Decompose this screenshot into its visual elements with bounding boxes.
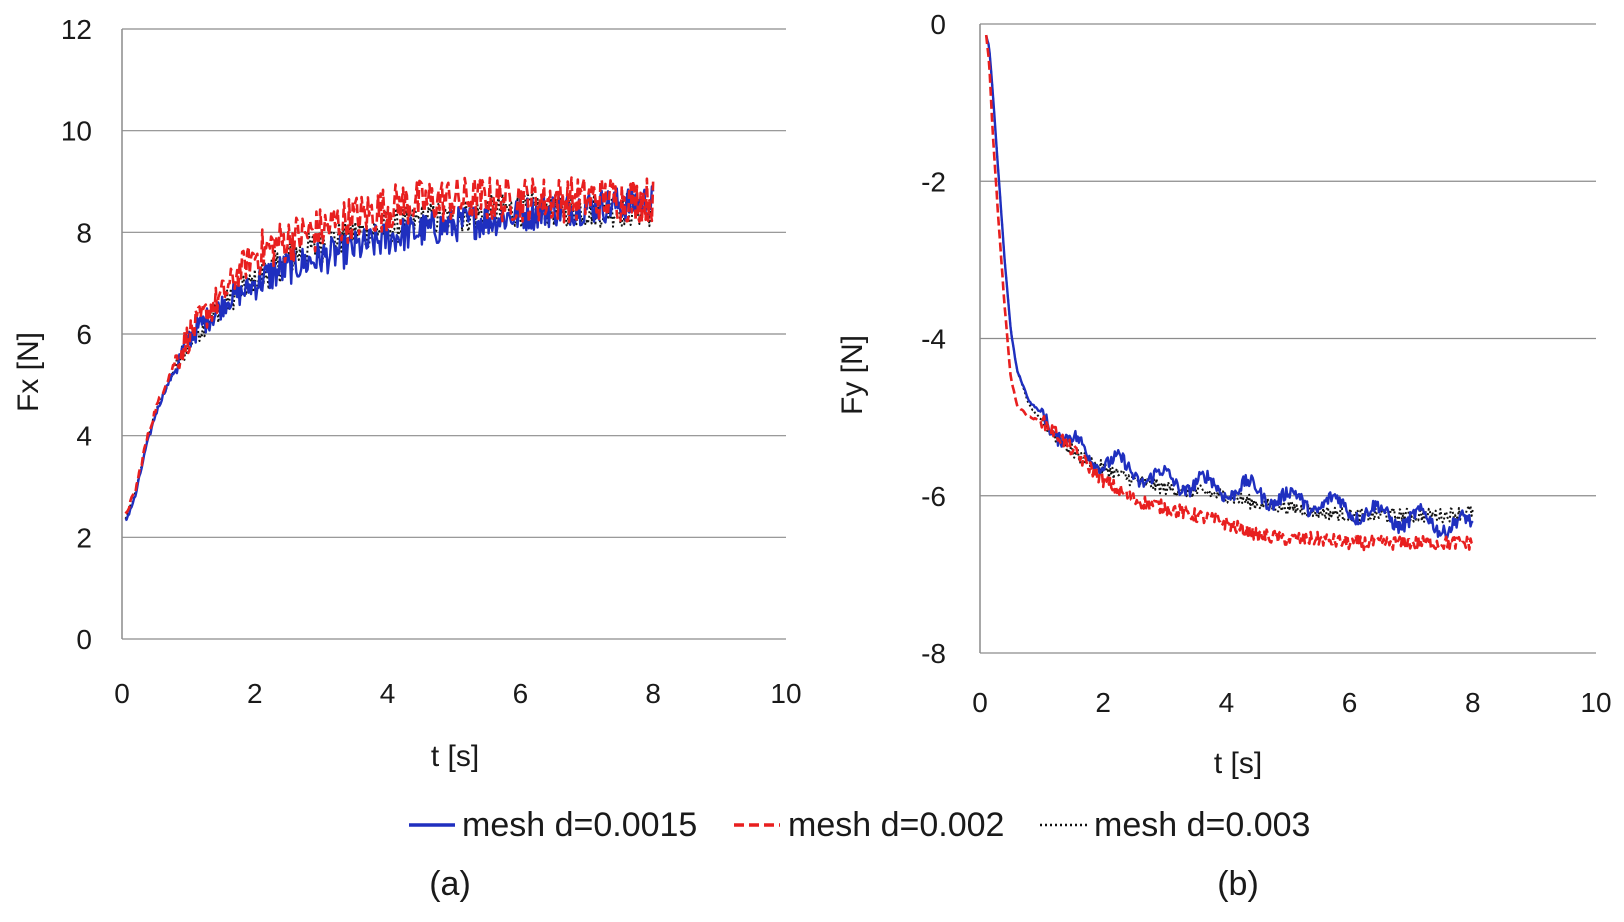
panel-b-series [984, 34, 1474, 552]
panel-b-x-tick-label: 2 [1095, 687, 1111, 718]
panel-b-x-tick-label: 6 [1342, 687, 1358, 718]
panel-a-chart: 0 2 4 6 8 10 12 0 2 4 6 8 10 t [s] Fx [N… [12, 14, 802, 903]
panel-b-y-tick-label: -6 [921, 481, 946, 512]
panel-b-y-tick-label: -2 [921, 166, 946, 197]
panel-b-label: (b) [1217, 865, 1259, 903]
panel-b-y-ticks: -8 -6 -4 -2 0 [921, 9, 946, 669]
panel-a-y-tick-label: 12 [61, 14, 92, 45]
panel-a-y-tick-label: 4 [76, 421, 92, 452]
panel-b-x-ticks: 0 2 4 6 8 10 [972, 687, 1611, 718]
panel-a-x-ticks: 0 2 4 6 8 10 [114, 678, 801, 709]
panel-a-x-tick-label: 8 [645, 678, 661, 709]
panel-a-x-tick-label: 0 [114, 678, 130, 709]
panel-a-x-axis-title: t [s] [431, 740, 479, 773]
panel-b-gridlines [980, 23, 1596, 654]
panel-b-x-tick-label: 8 [1465, 687, 1481, 718]
legend-label-mesh-002: mesh d=0.002 [788, 806, 1004, 844]
panel-b-x-axis-title: t [s] [1214, 747, 1262, 780]
panel-a-y-ticks: 0 2 4 6 8 10 12 [61, 14, 92, 655]
panel-a-series-line-solid [124, 185, 655, 522]
panel-a-y-axis-title: Fx [N] [12, 332, 45, 412]
panel-b-y-tick-label: -8 [921, 638, 946, 669]
panel-a-x-tick-label: 6 [513, 678, 529, 709]
panel-b-y-tick-label: 0 [930, 9, 946, 40]
panel-b-x-tick-label: 4 [1219, 687, 1235, 718]
panel-b-x-tick-label: 0 [972, 687, 988, 718]
panel-a-series-line-dashed [124, 176, 655, 515]
panel-b-y-tick-label: -4 [921, 324, 946, 355]
legend-label-mesh-0015: mesh d=0.0015 [462, 806, 697, 844]
panel-a-x-tick-label: 4 [380, 678, 396, 709]
panel-b-chart: -8 -6 -4 -2 0 0 2 4 6 8 10 t [s] Fy [N] … [836, 9, 1612, 903]
panel-a-y-tick-label: 0 [76, 624, 92, 655]
legend: mesh d=0.0015 mesh d=0.002 mesh d=0.003 [409, 806, 1310, 844]
panel-a-label: (a) [429, 865, 471, 903]
panel-a-y-tick-label: 6 [76, 319, 92, 350]
panel-a-y-tick-label: 8 [76, 217, 92, 248]
panel-a-y-tick-label: 10 [61, 116, 92, 147]
panel-b-series-line-dotted [985, 34, 1474, 524]
panel-a-x-tick-label: 2 [247, 678, 263, 709]
panel-a-series [124, 176, 655, 522]
panel-b-x-tick-label: 10 [1580, 687, 1611, 718]
panel-b-y-axis-title: Fy [N] [836, 335, 869, 415]
panel-a-y-tick-label: 2 [76, 522, 92, 553]
panel-a-x-tick-label: 10 [770, 678, 801, 709]
panel-a-gridlines [122, 28, 786, 640]
panel-b-series-line-solid [985, 35, 1474, 540]
legend-label-mesh-003: mesh d=0.003 [1094, 806, 1310, 844]
panel-b-series-line-dashed [984, 34, 1474, 552]
